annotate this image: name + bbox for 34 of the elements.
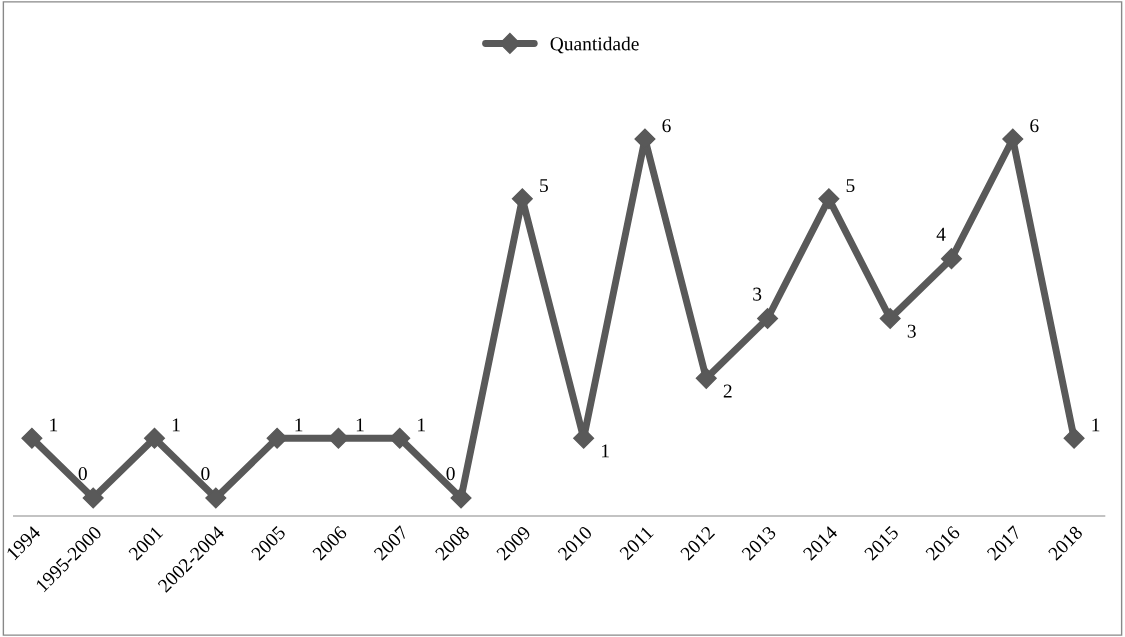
point bbox=[205, 487, 227, 509]
data-label: 0 bbox=[446, 467, 455, 481]
data-label: 4 bbox=[936, 227, 946, 241]
data-label: 1 bbox=[1092, 418, 1100, 432]
data-label: 0 bbox=[78, 467, 87, 481]
x-tick-label: 2011 bbox=[618, 525, 654, 561]
data-label: 3 bbox=[753, 287, 762, 301]
point bbox=[450, 487, 472, 509]
point bbox=[818, 188, 840, 210]
point bbox=[757, 307, 779, 330]
legend-label: Quantidade bbox=[550, 36, 639, 54]
data-label: 6 bbox=[1030, 119, 1039, 133]
point bbox=[82, 487, 104, 509]
data-label: 1 bbox=[356, 418, 364, 432]
data-label: 5 bbox=[846, 179, 855, 193]
point bbox=[1063, 427, 1085, 449]
data-label: 5 bbox=[540, 179, 548, 193]
point bbox=[143, 427, 166, 449]
data-label: 1 bbox=[418, 418, 425, 432]
point bbox=[21, 427, 43, 449]
data-label: 1 bbox=[295, 418, 303, 432]
point bbox=[879, 307, 901, 330]
data-label: 1 bbox=[50, 418, 58, 432]
data-label: 0 bbox=[201, 467, 210, 481]
point bbox=[940, 248, 963, 270]
data-label: 1 bbox=[172, 418, 180, 432]
point bbox=[327, 427, 349, 449]
data-label: 1 bbox=[602, 444, 609, 458]
data-label: 2 bbox=[723, 384, 732, 398]
point bbox=[389, 427, 411, 449]
data-label: 6 bbox=[662, 119, 671, 133]
point bbox=[266, 427, 288, 449]
data-label: 3 bbox=[907, 324, 916, 338]
point bbox=[695, 367, 717, 389]
